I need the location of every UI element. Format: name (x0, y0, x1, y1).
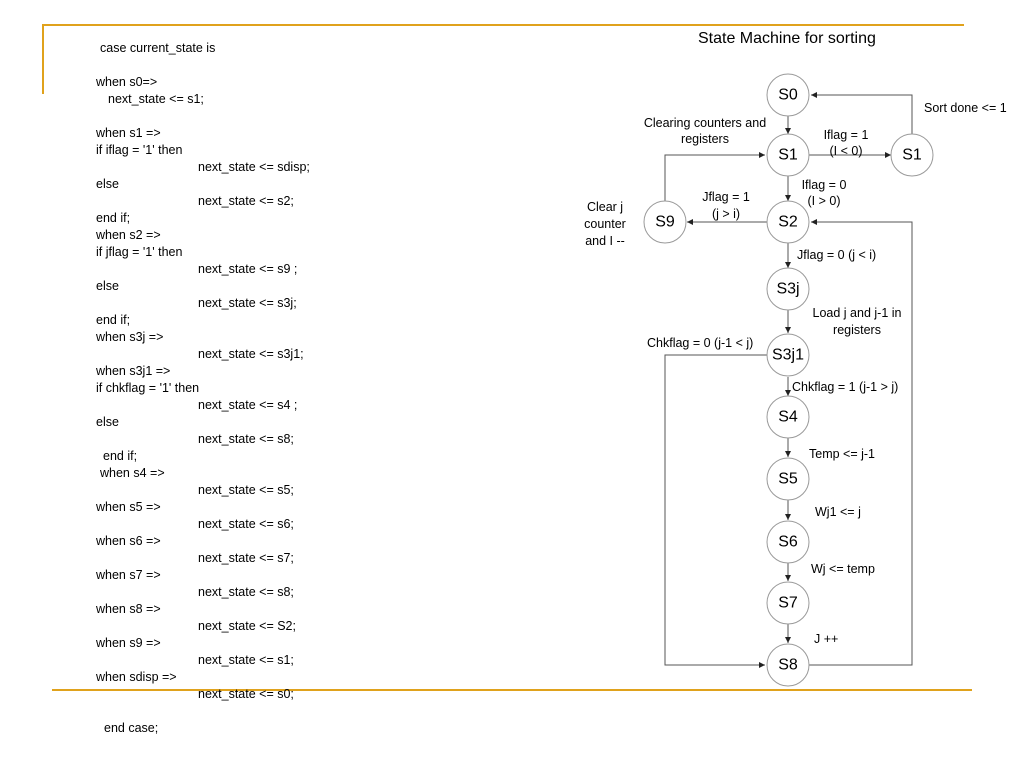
code-line: when s4 => (100, 466, 165, 480)
code-line: end if; (103, 449, 138, 463)
code-line: next_state <= s4 ; (198, 398, 298, 412)
label-clearj-line2: counter (584, 217, 626, 231)
state-s3j1-circle (766, 333, 810, 377)
state-s3j-circle (766, 267, 810, 311)
code-line: next_state <= s9 ; (198, 262, 298, 276)
label-temp: Temp <= j-1 (809, 447, 875, 461)
label-wj1: Wj1 <= j (815, 505, 861, 519)
state-s9-circle (643, 200, 687, 244)
state-s9-label: S9 (655, 214, 675, 231)
state-s2-circle (766, 200, 810, 244)
label-iflag1-line1: Iflag = 1 (824, 128, 869, 142)
code-line: case current_state is (100, 41, 216, 55)
code-line: next_state <= s1; (198, 653, 294, 667)
label-chkflag0: Chkflag = 0 (j-1 < j) (647, 336, 753, 350)
vhdl-code-block: case current_state is when s0=> next_sta… (96, 41, 310, 735)
code-line: next_state <= s2; (198, 194, 294, 208)
code-line: when s5 => (96, 500, 161, 514)
label-jflag1-line1: Jflag = 1 (702, 190, 750, 204)
state-s6-circle (766, 520, 810, 564)
label-clearj-line1: Clear j (587, 200, 623, 214)
label-chkflag1: Chkflag = 1 (j-1 > j) (792, 380, 898, 394)
diagram-title: State Machine for sorting (698, 30, 876, 47)
label-clearing-line1: Clearing counters and (644, 116, 766, 130)
code-line: next_state <= S2; (198, 619, 296, 633)
code-line: else (96, 177, 119, 191)
state-s0-label: S0 (778, 87, 798, 104)
state-s1-circle (766, 133, 810, 177)
code-line: next_state <= s0; (198, 687, 294, 701)
label-iflag0-line2: (I > 0) (808, 194, 841, 208)
code-line: next_state <= s8; (198, 585, 294, 599)
transition-s8-s2 (809, 219, 913, 666)
code-line: end if; (96, 313, 131, 327)
state-s2-label: S2 (778, 214, 798, 231)
code-line: end case; (104, 721, 159, 735)
top-rule (42, 24, 964, 26)
code-line: when s7 => (96, 568, 161, 582)
code-line: next_state <= s3j; (198, 296, 297, 310)
code-line: when s3j1 => (96, 364, 171, 378)
code-line: if chkflag = '1' then (96, 381, 200, 395)
state-s3j1-label: S3j1 (772, 347, 804, 364)
state-s4-circle (766, 395, 810, 439)
state-s7-circle (766, 581, 810, 625)
code-line: when s3j => (96, 330, 164, 344)
code-line: if iflag = '1' then (96, 143, 183, 157)
state-s8-circle (766, 643, 810, 687)
code-line: when sdisp => (96, 670, 177, 684)
state-s1b-circle (890, 133, 934, 177)
code-line: if jflag = '1' then (96, 245, 183, 259)
code-line: when s9 => (96, 636, 161, 650)
code-line: when s1 => (96, 126, 161, 140)
state-s4-label: S4 (778, 409, 798, 426)
transition-s3j1-s8 (664, 354, 767, 668)
code-line: else (96, 415, 119, 429)
code-line: when s6 => (96, 534, 161, 548)
state-s7-label: S7 (778, 595, 798, 612)
state-s0-circle (766, 73, 810, 117)
state-s8-label: S8 (778, 657, 798, 674)
code-line: next_state <= s1; (108, 92, 204, 106)
code-line: when s0=> (96, 75, 158, 89)
state-s3j-label: S3j (776, 281, 799, 298)
left-rule (42, 24, 44, 94)
code-line: end if; (96, 211, 131, 225)
code-line: next_state <= s7; (198, 551, 294, 565)
label-clearj-line3: and I -- (585, 234, 625, 248)
code-line: when s8 => (96, 602, 161, 616)
label-clearing-line2: registers (681, 132, 729, 146)
label-load-line1: Load j and j-1 in (813, 306, 902, 320)
state-s5-circle (766, 457, 810, 501)
code-line: next_state <= s5; (198, 483, 294, 497)
transition-s1b-s0 (811, 92, 913, 134)
state-s5-label: S5 (778, 471, 798, 488)
label-jflag1-line2: (j > i) (712, 207, 740, 221)
label-jflag0: Jflag = 0 (j < i) (797, 248, 876, 262)
label-iflag0-line1: Iflag = 0 (802, 178, 847, 192)
label-sort-done: Sort done <= 1 (924, 101, 1007, 115)
code-line: next_state <= s6; (198, 517, 294, 531)
label-jpp: J ++ (814, 632, 838, 646)
label-wj: Wj <= temp (811, 562, 875, 576)
state-s1-label: S1 (778, 147, 798, 164)
transition-s9-s1 (664, 152, 765, 202)
code-line: else (96, 279, 119, 293)
label-load-line2: registers (833, 323, 881, 337)
label-iflag1-line2: (I < 0) (830, 144, 863, 158)
state-s1b-label: S1 (902, 147, 922, 164)
state-s6-label: S6 (778, 534, 798, 551)
bottom-rule (52, 689, 972, 691)
code-line: next_state <= s3j1; (198, 347, 304, 361)
code-line: next_state <= sdisp; (198, 160, 310, 174)
code-line: next_state <= s8; (198, 432, 294, 446)
code-line: when s2 => (96, 228, 161, 242)
